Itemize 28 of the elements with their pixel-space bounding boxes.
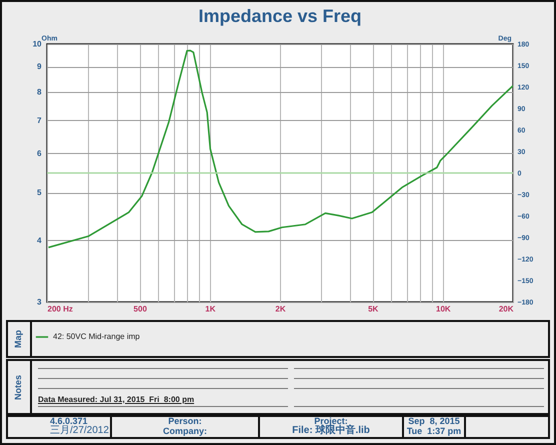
x-tick-label: 20K [498,304,514,314]
text: Project: [313,416,348,426]
text: Map [13,330,23,348]
y-tick-label: 10 [32,40,42,48]
x-tick-label: 10K [436,304,451,314]
y-tick-label: 6 [37,148,42,158]
text: File: 球限中音.lib [291,425,371,436]
text: Company: [162,426,208,436]
y-tick-label: 7 [37,116,42,125]
x-tick-label: 1K [205,304,216,314]
x-tick-label: 2K [275,304,286,314]
y-tick-label: 8 [37,87,42,96]
text: 三月/27/2012 [50,425,109,436]
text: 4.6.0.371 [50,416,88,426]
y-tick-label: 3 [37,298,42,306]
text: Notes [13,375,23,400]
x-tick-label: 500 [134,304,148,314]
y-tick-label: 5 [37,188,42,198]
y-tick-label: 9 [37,62,42,72]
text: Tue 1:37 pm [406,426,462,436]
text: Sep 8, 2015 [407,416,461,426]
text: Data Measured: Jul 31, 2015 Fri 8:00 pm [38,394,194,404]
legend-label: 42: 50VC Mid-range imp [53,332,140,341]
text: Person: [167,416,203,426]
y-tick-label: 4 [37,236,42,245]
x-tick-label: 200 Hz [48,304,73,314]
chart-title: Impedance vs Freq [198,6,362,26]
x-tick-label: 5K [368,304,379,314]
